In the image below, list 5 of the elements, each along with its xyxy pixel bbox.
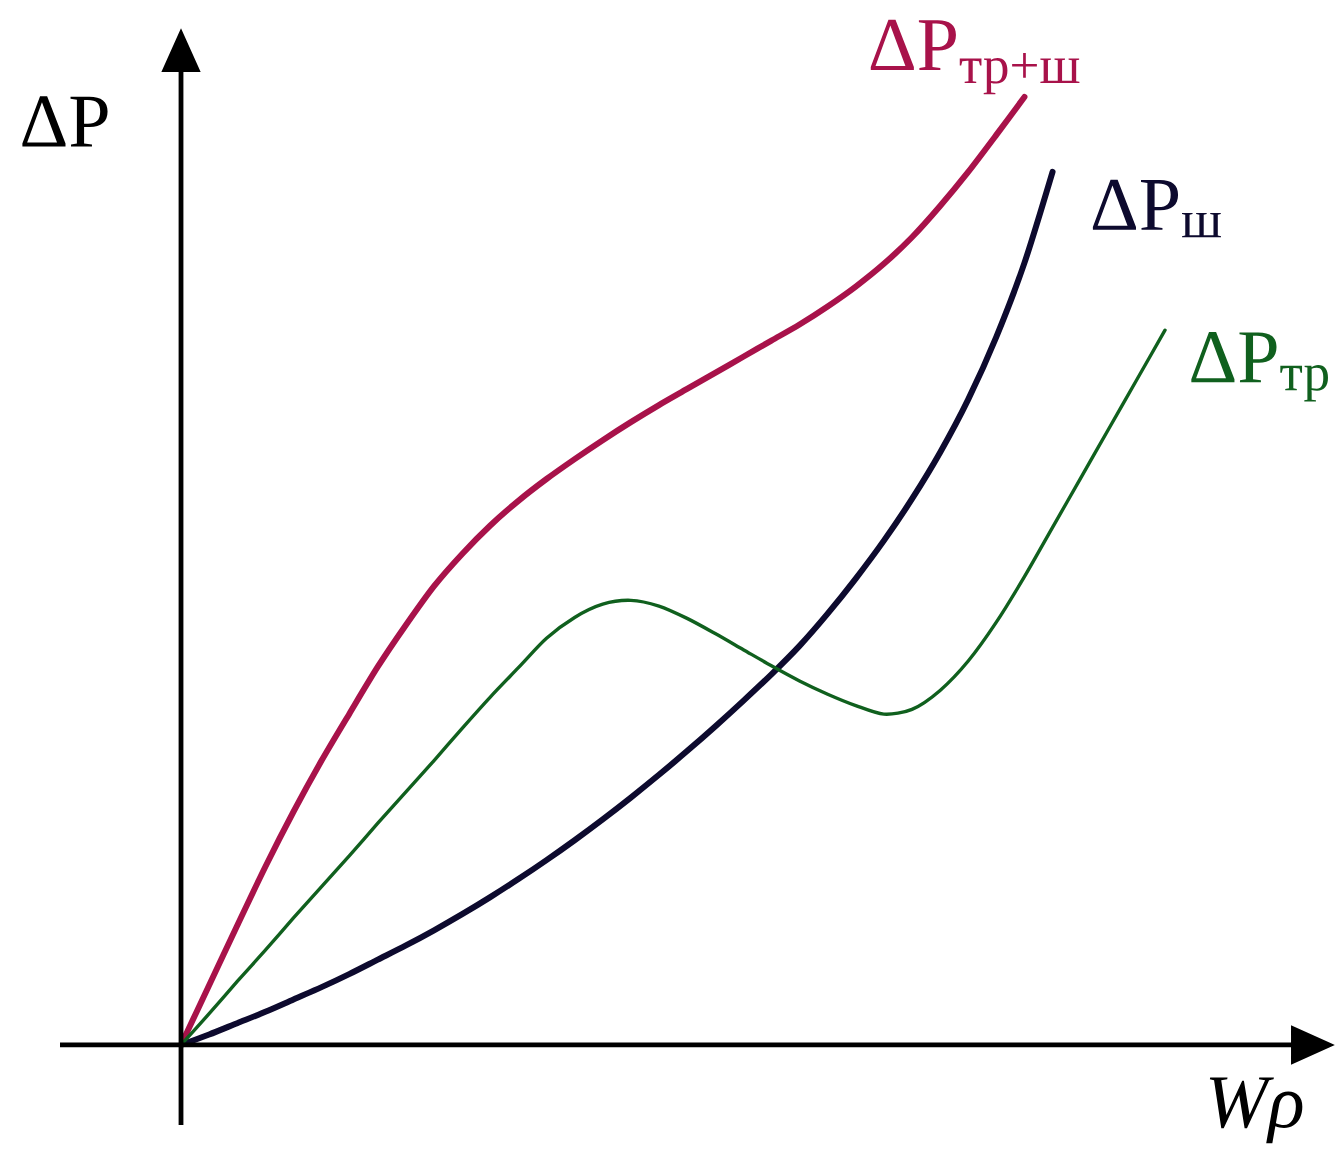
- y-axis-title: ΔP: [22, 96, 108, 147]
- x-axis-title: Wρ: [1209, 1077, 1303, 1144]
- series-label: ΔP$_{тр}$: [1191, 332, 1328, 402]
- series-label: ΔP$_{тр+ш}$: [870, 19, 1080, 95]
- series-label: ΔP$_{ш}$: [1092, 179, 1222, 238]
